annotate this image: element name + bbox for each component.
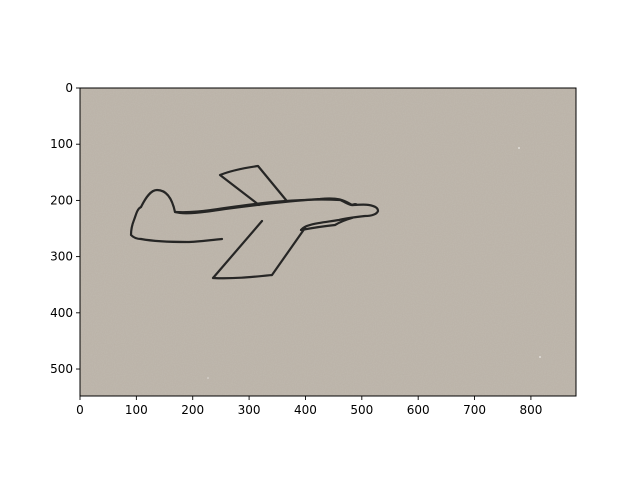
axes-frame (79, 87, 577, 397)
y-axis: 0 100 200 300 400 500 (50, 81, 80, 376)
y-tick-label: 200 (50, 193, 73, 207)
x-tick-label: 800 (519, 403, 542, 417)
x-tick-label: 300 (238, 403, 261, 417)
x-tick-label: 500 (350, 403, 373, 417)
airplane-drawing (129, 164, 380, 280)
y-tick-label: 300 (50, 250, 73, 264)
x-tick-label: 400 (294, 403, 317, 417)
photo-image (80, 88, 576, 396)
y-tick-label: 400 (50, 306, 73, 320)
x-tick-label: 200 (181, 403, 204, 417)
x-axis: 0 100 200 300 400 500 600 700 800 (76, 396, 542, 417)
x-tick-label: 700 (463, 403, 486, 417)
x-tick-label: 0 (76, 403, 84, 417)
y-tick-label: 100 (50, 137, 73, 151)
y-tick-label: 500 (50, 362, 73, 376)
x-tick-label: 100 (125, 403, 148, 417)
y-tick-label: 0 (65, 81, 73, 95)
x-tick-label: 600 (407, 403, 430, 417)
paper-specks (207, 147, 541, 379)
